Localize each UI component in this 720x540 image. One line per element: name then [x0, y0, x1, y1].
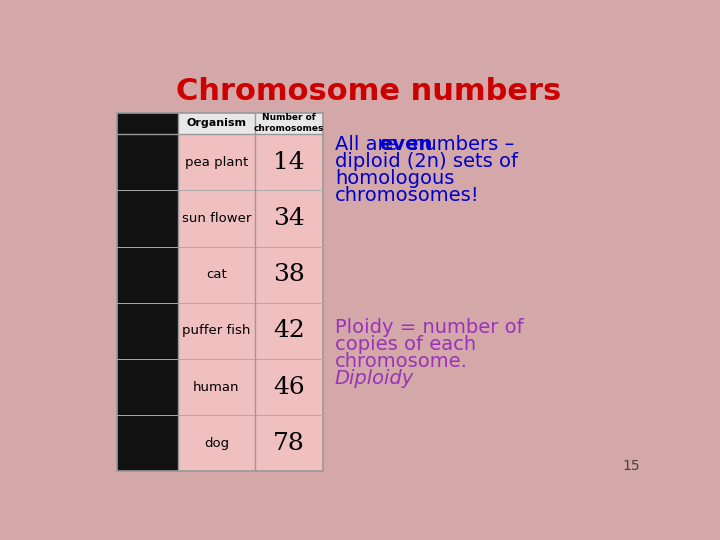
Bar [255, 247, 323, 303]
Text: All are: All are [335, 135, 403, 154]
Bar [178, 303, 255, 359]
Bar [117, 112, 323, 471]
Text: Diploidy: Diploidy [335, 369, 414, 388]
Text: 38: 38 [274, 263, 305, 286]
Bar [117, 112, 178, 134]
Bar [117, 303, 178, 359]
Text: Ploidy = number of: Ploidy = number of [335, 318, 523, 337]
Text: chromosomes!: chromosomes! [335, 186, 480, 205]
Text: Number of
chromosomes: Number of chromosomes [254, 113, 325, 133]
Text: dog: dog [204, 437, 229, 450]
Text: puffer fish: puffer fish [182, 325, 251, 338]
Text: diploid (2n) sets of: diploid (2n) sets of [335, 152, 518, 171]
Bar [255, 303, 323, 359]
Text: 42: 42 [274, 319, 305, 342]
Text: Organism: Organism [186, 118, 246, 129]
Text: 78: 78 [274, 432, 305, 455]
Text: cat: cat [206, 268, 227, 281]
Text: 14: 14 [274, 151, 305, 174]
Text: numbers –: numbers – [406, 135, 515, 154]
Text: even: even [379, 135, 433, 154]
Bar [178, 190, 255, 247]
Text: chromosome.: chromosome. [335, 352, 468, 371]
Text: Chromosome numbers: Chromosome numbers [176, 77, 562, 106]
Bar [117, 415, 178, 471]
Text: 15: 15 [623, 459, 640, 473]
Bar [255, 190, 323, 247]
Bar [178, 359, 255, 415]
Bar [178, 415, 255, 471]
Text: 34: 34 [274, 207, 305, 230]
Text: 46: 46 [274, 375, 305, 399]
Bar [255, 415, 323, 471]
Bar [178, 247, 255, 303]
Text: pea plant: pea plant [185, 156, 248, 168]
Text: human: human [193, 381, 240, 394]
Text: sun flower: sun flower [181, 212, 251, 225]
Bar [117, 190, 178, 247]
Bar [255, 359, 323, 415]
Text: copies of each: copies of each [335, 335, 476, 354]
Bar [178, 112, 255, 134]
Bar [178, 134, 255, 190]
Bar [117, 247, 178, 303]
Bar [117, 359, 178, 415]
Bar [255, 112, 323, 134]
Bar [117, 134, 178, 190]
Text: homologous: homologous [335, 168, 454, 188]
Bar [255, 134, 323, 190]
